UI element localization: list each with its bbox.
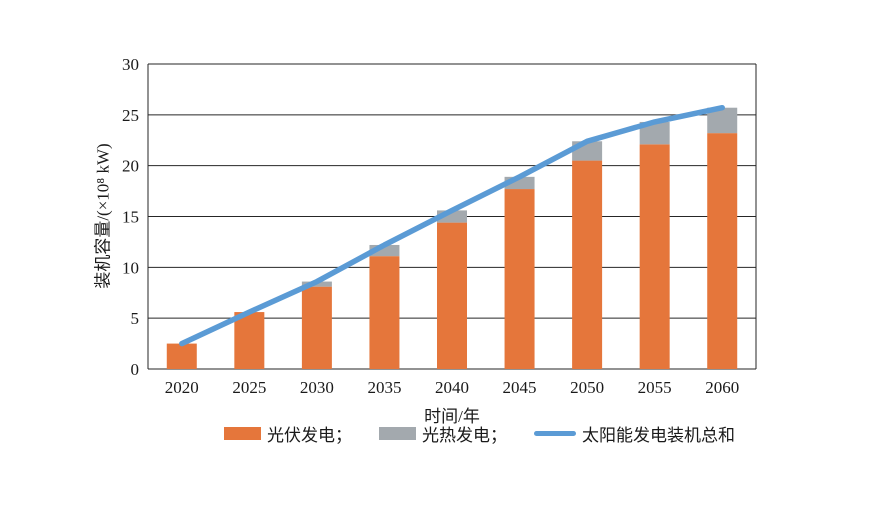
legend-item-total: 太阳能发电装机总和: [534, 421, 735, 446]
solar-thermal-bar-swatch: [379, 426, 416, 440]
y-tick-label: 30: [122, 55, 139, 74]
y-tick-label: 20: [122, 157, 139, 176]
x-tick-label: 2040: [435, 378, 469, 397]
y-tick-label: 15: [122, 208, 139, 227]
photovoltaic-bar: [639, 144, 670, 369]
y-tick-label: 10: [122, 258, 139, 277]
x-tick-label: 2055: [638, 378, 672, 397]
photovoltaic-bar: [234, 312, 265, 369]
solar-thermal-bar: [639, 121, 670, 145]
x-tick-label: 2060: [705, 378, 739, 397]
photovoltaic-bar: [166, 343, 197, 369]
x-tick-label: 2030: [300, 378, 334, 397]
legend-item-solar-thermal: 光热发电；: [379, 421, 507, 446]
photovoltaic-bar: [504, 189, 535, 369]
x-tick-label: 2025: [232, 378, 266, 397]
legend-item-photovoltaic: 光伏发电；: [224, 421, 352, 446]
total-capacity-line: [179, 104, 725, 347]
photovoltaic-bar: [437, 222, 467, 369]
chart-legend: 光伏发电； 光热发电； 太阳能发电装机总和: [224, 421, 735, 446]
x-axis-title: 时间/年: [424, 407, 480, 426]
y-axis-title: 装机容量/(×10⁸ kW): [93, 143, 113, 289]
photovoltaic-bar: [301, 286, 332, 369]
legend-label-photovoltaic: 光伏发电；: [267, 425, 352, 445]
y-tick-label: 25: [122, 106, 139, 125]
y-tick-labels: 0 5 10 15 20 25 30: [122, 55, 139, 379]
x-tick-label: 2045: [503, 378, 537, 397]
photovoltaic-bar-swatch: [224, 426, 261, 440]
legend-label-total: 太阳能发电装机总和: [582, 425, 735, 445]
x-tick-label: 2050: [570, 378, 604, 397]
solar-thermal-bar: [369, 244, 400, 257]
y-tick-label: 5: [131, 309, 140, 328]
y-tick-label: 0: [131, 360, 140, 379]
photovoltaic-bar: [707, 133, 738, 369]
total-line-swatch: [534, 430, 576, 436]
photovoltaic-bar: [572, 160, 603, 369]
x-tick-label: 2035: [367, 378, 401, 397]
bars-photovoltaic: [166, 133, 738, 369]
photovoltaic-bar: [369, 256, 400, 369]
legend-label-solar-thermal: 光热发电；: [422, 425, 507, 445]
x-tick-label: 2020: [165, 378, 199, 397]
x-tick-labels: 2020 2025 2030 2035 2040 2045 2050 2055 2060: [165, 378, 739, 397]
